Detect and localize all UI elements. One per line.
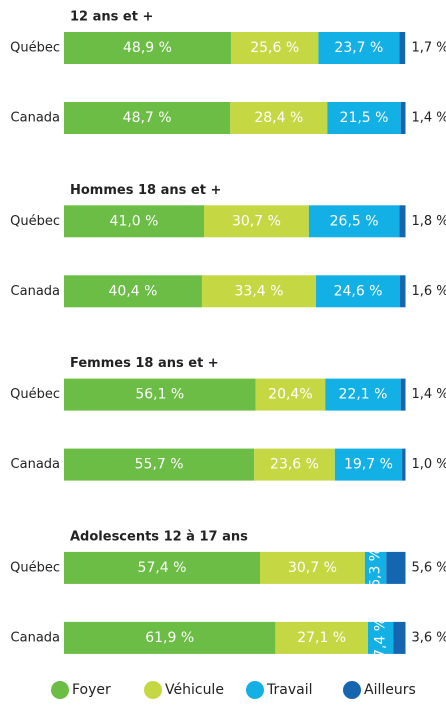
bar-segment — [364, 551, 387, 584]
value-label: 6,3 % — [368, 548, 384, 588]
bar-segment — [399, 32, 406, 64]
legend-label: Foyer — [72, 682, 111, 698]
bar-segment — [308, 205, 400, 238]
bar-segment — [201, 275, 317, 308]
value-label: 57,4 % — [138, 560, 187, 576]
value-label: 61,9 % — [145, 630, 194, 646]
value-label: 25,6 % — [250, 40, 299, 56]
value-label: 19,7 % — [344, 457, 393, 473]
bar-segment — [400, 275, 406, 308]
bar-segment — [386, 551, 406, 584]
bar-segment — [230, 32, 319, 64]
bar-segment — [318, 32, 400, 64]
bar-segment — [64, 378, 256, 411]
value-label: 55,7 % — [135, 457, 184, 473]
value-label: 5,6 % — [412, 560, 446, 575]
bar-segment — [399, 205, 406, 238]
value-label: 41,0 % — [110, 213, 159, 229]
value-label: 7,4 % — [373, 618, 389, 658]
bar-segment — [367, 621, 394, 654]
value-label: 30,7 % — [288, 560, 337, 576]
bar-segment — [204, 205, 309, 238]
bar-segment — [64, 448, 255, 481]
value-label: 1,7 % — [412, 41, 446, 56]
bar-segment — [400, 102, 406, 134]
category-label: Canada — [11, 111, 60, 126]
bar-segment — [64, 275, 202, 308]
bar-segment — [64, 32, 231, 64]
category-label: Canada — [11, 457, 60, 472]
bar-segment — [275, 621, 368, 654]
legend-swatch — [246, 681, 264, 699]
legend-swatch — [51, 681, 69, 699]
bar-segment — [316, 275, 401, 308]
value-label: 22,1 % — [339, 387, 388, 403]
legend-swatch — [343, 681, 361, 699]
value-label: 20,4% — [268, 387, 312, 403]
value-label: 23,7 % — [334, 40, 383, 56]
category-label: Canada — [11, 630, 60, 645]
category-label: Québec — [10, 387, 60, 402]
value-label: 1,8 % — [412, 214, 446, 229]
value-label: 1,4 % — [412, 111, 446, 126]
value-label: 56,1 % — [135, 387, 184, 403]
value-label: 1,0 % — [412, 457, 446, 472]
value-label: 48,9 % — [123, 40, 172, 56]
value-label: 28,4 % — [254, 110, 303, 126]
panel-title: Adolescents 12 à 17 ans — [70, 529, 248, 544]
bar-segment — [400, 378, 406, 411]
bar-segment — [327, 102, 401, 134]
bar-segment — [64, 621, 276, 654]
panel-title: Hommes 18 ans et + — [70, 183, 221, 198]
value-label: 40,4 % — [109, 283, 158, 299]
panel-title: Femmes 18 ans et + — [70, 356, 219, 371]
category-label: Québec — [10, 560, 60, 575]
bar-segment — [64, 205, 205, 238]
bar-segment — [64, 102, 231, 134]
value-label: 24,6 % — [334, 283, 383, 299]
bar-segment — [334, 448, 403, 481]
value-label: 1,4 % — [412, 387, 446, 402]
value-label: 27,1 % — [297, 630, 346, 646]
category-label: Québec — [10, 214, 60, 229]
bar-segment — [260, 551, 365, 584]
bar-segment — [230, 102, 328, 134]
value-label: 21,5 % — [340, 110, 389, 126]
category-label: Québec — [10, 41, 60, 56]
bar-segment — [255, 378, 326, 411]
value-label: 48,7 % — [123, 110, 172, 126]
bar-segment — [402, 448, 406, 481]
value-label: 3,6 % — [412, 630, 446, 645]
bar-segment — [393, 621, 406, 654]
bar-segment — [64, 551, 261, 584]
legend-label: Travail — [266, 682, 312, 698]
category-label: Canada — [11, 284, 60, 299]
value-label: 23,6 % — [270, 457, 319, 473]
legend-swatch — [144, 681, 162, 699]
bar-segment — [254, 448, 335, 481]
value-label: 1,6 % — [412, 284, 446, 299]
value-label: 30,7 % — [232, 213, 281, 229]
panel-title: 12 ans et + — [70, 10, 153, 25]
legend-label: Ailleurs — [364, 682, 416, 698]
value-label: 33,4 % — [235, 283, 284, 299]
legend-label: Véhicule — [165, 682, 224, 698]
bar-segment — [325, 378, 401, 411]
value-label: 26,5 % — [330, 213, 379, 229]
